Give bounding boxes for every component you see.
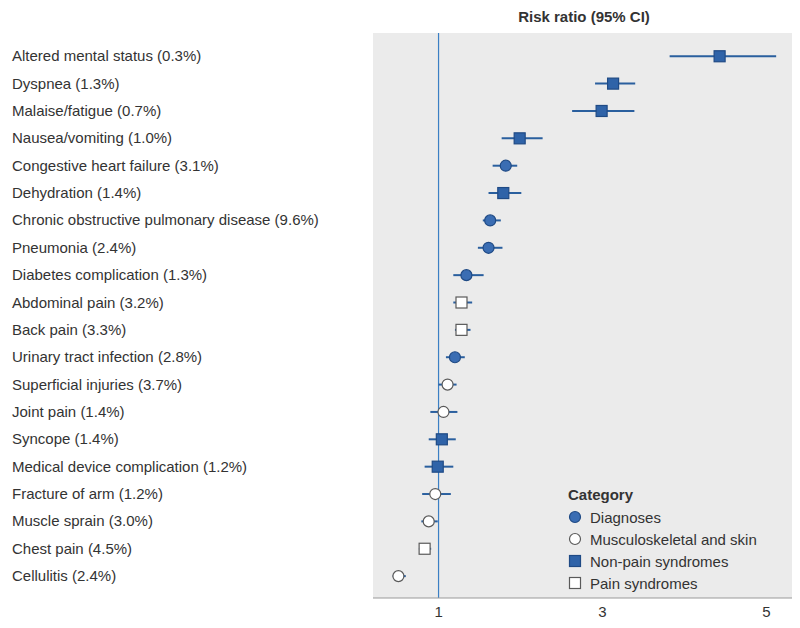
svg-text:1: 1 xyxy=(434,603,442,620)
svg-text:Chronic obstructive pulmonary: Chronic obstructive pulmonary disease (9… xyxy=(12,211,319,228)
svg-text:Chest pain (4.5%): Chest pain (4.5%) xyxy=(12,540,132,557)
svg-text:Altered mental status (0.3%): Altered mental status (0.3%) xyxy=(12,47,201,64)
html-text:Musculoskeletal and skin: Musculoskeletal and skin xyxy=(590,530,757,548)
svg-text:Pneumonia (2.4%): Pneumonia (2.4%) xyxy=(12,239,136,256)
html-text:Risk ratio (95% CI): Risk ratio (95% CI) xyxy=(518,8,650,25)
svg-text:Back pain (3.3%): Back pain (3.3%) xyxy=(12,321,126,338)
svg-text:Malaise/fatigue (0.7%): Malaise/fatigue (0.7%) xyxy=(12,102,161,119)
svg-text:Nausea/vomiting (1.0%): Nausea/vomiting (1.0%) xyxy=(12,129,172,146)
svg-text:Abdominal pain (3.2%): Abdominal pain (3.2%) xyxy=(12,294,164,311)
svg-text:Dehydration (1.4%): Dehydration (1.4%) xyxy=(12,184,141,201)
html-text:Non-pain syndromes: Non-pain syndromes xyxy=(590,552,729,570)
html-text:Pain syndromes: Pain syndromes xyxy=(590,574,698,592)
svg-text:Muscle sprain (3.0%): Muscle sprain (3.0%) xyxy=(12,512,153,529)
html-text:Diagnoses: Diagnoses xyxy=(590,508,661,526)
svg-text:Diabetes complication (1.3%): Diabetes complication (1.3%) xyxy=(12,266,207,283)
svg-text:Medical device complication (1: Medical device complication (1.2%) xyxy=(12,458,247,475)
svg-text:3: 3 xyxy=(598,603,606,620)
svg-text:Dyspnea (1.3%): Dyspnea (1.3%) xyxy=(12,75,120,92)
html-text:Category: Category xyxy=(568,486,633,503)
svg-text:Syncope (1.4%): Syncope (1.4%) xyxy=(12,430,119,447)
svg-text:Cellulitis (2.4%): Cellulitis (2.4%) xyxy=(12,567,116,584)
svg-text:Urinary tract infection (2.8%): Urinary tract infection (2.8%) xyxy=(12,348,202,365)
svg-text:5: 5 xyxy=(762,603,770,620)
svg-text:Joint pain (1.4%): Joint pain (1.4%) xyxy=(12,403,125,420)
svg-text:Congestive heart failure (3.1%: Congestive heart failure (3.1%) xyxy=(12,157,219,174)
svg-text:Fracture of arm (1.2%): Fracture of arm (1.2%) xyxy=(12,485,163,502)
svg-text:Superficial injuries (3.7%): Superficial injuries (3.7%) xyxy=(12,376,182,393)
